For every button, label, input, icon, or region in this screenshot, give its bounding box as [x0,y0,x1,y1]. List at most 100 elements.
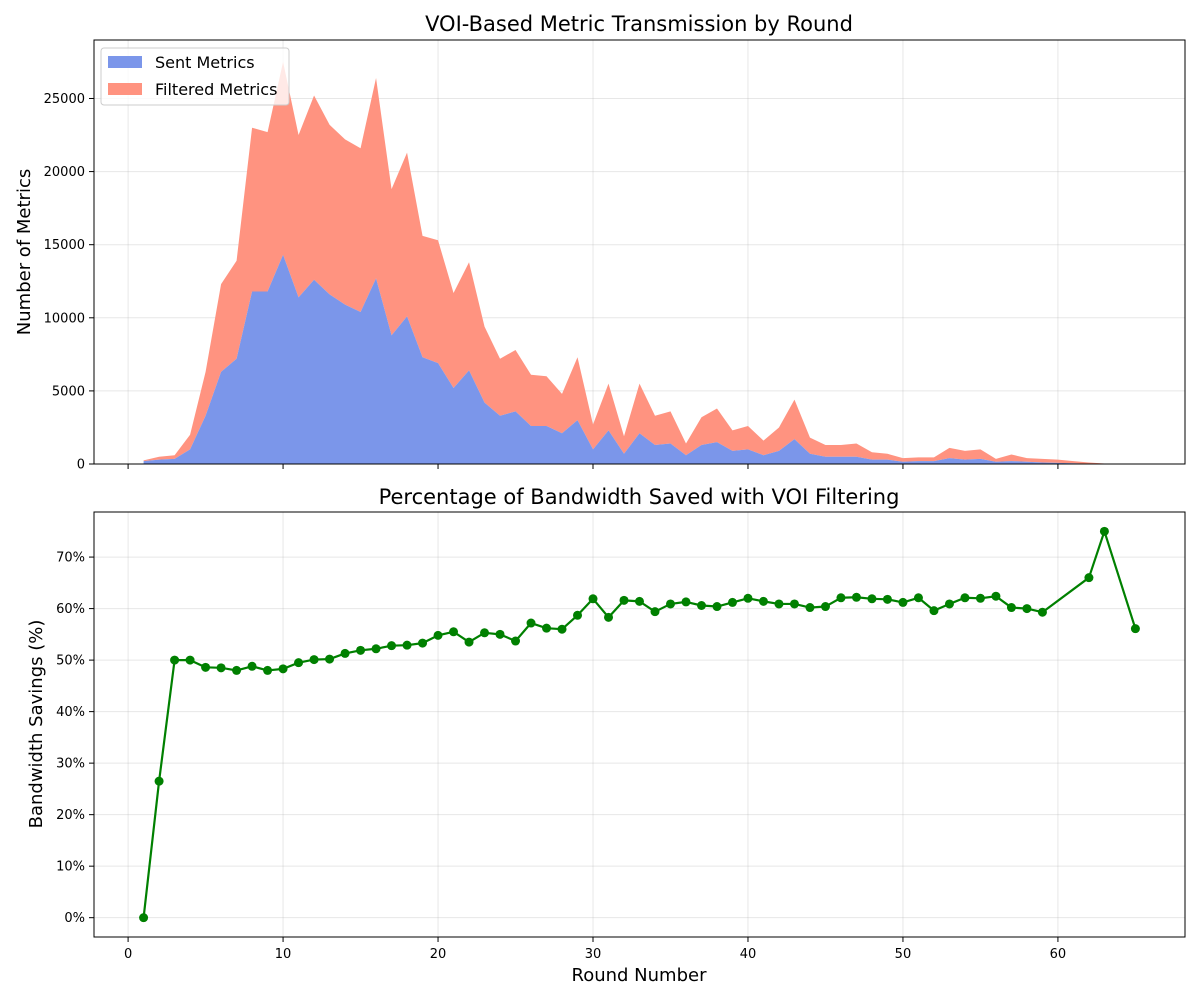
bottom-grid [94,512,1185,937]
savings-point [418,638,428,648]
top-y-tick-label: 10000 [44,311,85,326]
savings-point [356,645,366,655]
top-area-series [143,61,1136,464]
savings-point [975,593,985,603]
savings-point [201,662,211,672]
savings-point [480,628,490,638]
metric-transmission-chart: VOI-Based Metric Transmission by Round N… [14,12,1186,473]
savings-point [743,593,753,603]
savings-point [665,599,675,609]
savings-point [727,597,737,607]
bottom-x-tick-label: 30 [585,947,602,962]
savings-point [774,599,784,609]
top-y-tick-label: 20000 [44,165,85,180]
savings-point [758,596,768,606]
bottom-x-tick-label: 50 [895,947,912,962]
savings-point [1130,624,1140,634]
legend-swatch-filtered [108,83,142,95]
savings-point [604,612,614,622]
savings-point [929,606,939,616]
savings-point [588,594,598,604]
savings-point [464,637,474,647]
legend-swatch-sent [108,56,142,68]
savings-point [263,665,273,675]
savings-point [867,594,877,604]
savings-point [789,599,799,609]
savings-point [991,591,1001,601]
bottom-x-axis-label: Round Number [572,965,708,986]
bottom-y-tick-label: 60% [56,602,85,617]
savings-line-series [139,526,1140,923]
savings-point [278,664,288,674]
bottom-axis-ticks: 0 10 20 30 40 50 60 0% 10% 20% 30% 40% 50% 60% 70% [56,551,1066,962]
savings-point [805,603,815,613]
savings-point [139,913,149,923]
savings-point [526,618,536,628]
top-axis-ticks: 0 5000 10000 15000 20000 25000 [44,92,1059,473]
savings-point [542,623,552,633]
savings-point [851,592,861,602]
savings-point [185,655,195,665]
top-plot-frame [93,39,1186,465]
bottom-x-tick-label: 0 [124,947,132,962]
legend-label-sent: Sent Metrics [155,53,255,72]
savings-point [1084,573,1094,583]
savings-point [495,629,505,639]
savings-point [681,597,691,607]
savings-point [1037,607,1047,617]
savings-point [712,602,722,612]
savings-point [294,658,304,668]
filtered-metrics-area [143,61,1136,464]
top-y-tick-label: 15000 [44,238,85,253]
savings-point [170,655,180,665]
bottom-x-tick-label: 10 [275,947,292,962]
savings-point [696,601,706,610]
top-y-tick-label: 5000 [52,384,85,399]
savings-point [340,648,350,658]
savings-point [913,593,923,603]
savings-point [557,624,567,634]
savings-point [898,597,908,607]
savings-point [371,644,381,654]
bottom-y-tick-label: 70% [56,551,85,566]
top-y-axis-label: Number of Metrics [14,169,35,335]
bottom-x-tick-label: 40 [740,947,757,962]
bottom-chart-title: Percentage of Bandwidth Saved with VOI F… [379,485,900,509]
savings-point [820,602,830,612]
savings-point [650,607,660,617]
bottom-plot-frame [93,511,1186,938]
savings-point [944,599,954,609]
bottom-y-tick-label: 40% [56,705,85,720]
savings-point [1006,603,1016,613]
savings-point [449,627,459,637]
savings-point [216,663,226,673]
top-y-tick-label: 25000 [44,92,85,107]
savings-point [1022,604,1032,614]
savings-point [247,661,257,671]
bottom-y-tick-label: 30% [56,757,85,772]
bandwidth-savings-chart: Percentage of Bandwidth Saved with VOI F… [26,485,1186,986]
savings-point [1099,526,1109,536]
bottom-x-tick-label: 20 [430,947,447,962]
savings-point [960,593,970,603]
savings-point [402,640,412,650]
savings-point [573,610,583,620]
bottom-x-tick-label: 60 [1050,947,1067,962]
savings-point [433,630,443,640]
savings-point [325,654,335,664]
top-chart-title: VOI-Based Metric Transmission by Round [425,12,853,36]
bottom-y-tick-label: 20% [56,808,85,823]
sent-metrics-area [143,254,1136,464]
legend-box [100,47,290,106]
savings-point [635,596,644,606]
top-legend: Sent Metrics Filtered Metrics [100,47,290,106]
savings-point [511,636,521,646]
bottom-y-axis-label: Bandwidth Savings (%) [26,620,47,829]
bottom-y-tick-label: 10% [56,860,85,875]
savings-point [836,593,846,603]
legend-label-filtered: Filtered Metrics [155,80,277,99]
bottom-y-tick-label: 0% [64,911,85,926]
savings-point [154,776,164,786]
